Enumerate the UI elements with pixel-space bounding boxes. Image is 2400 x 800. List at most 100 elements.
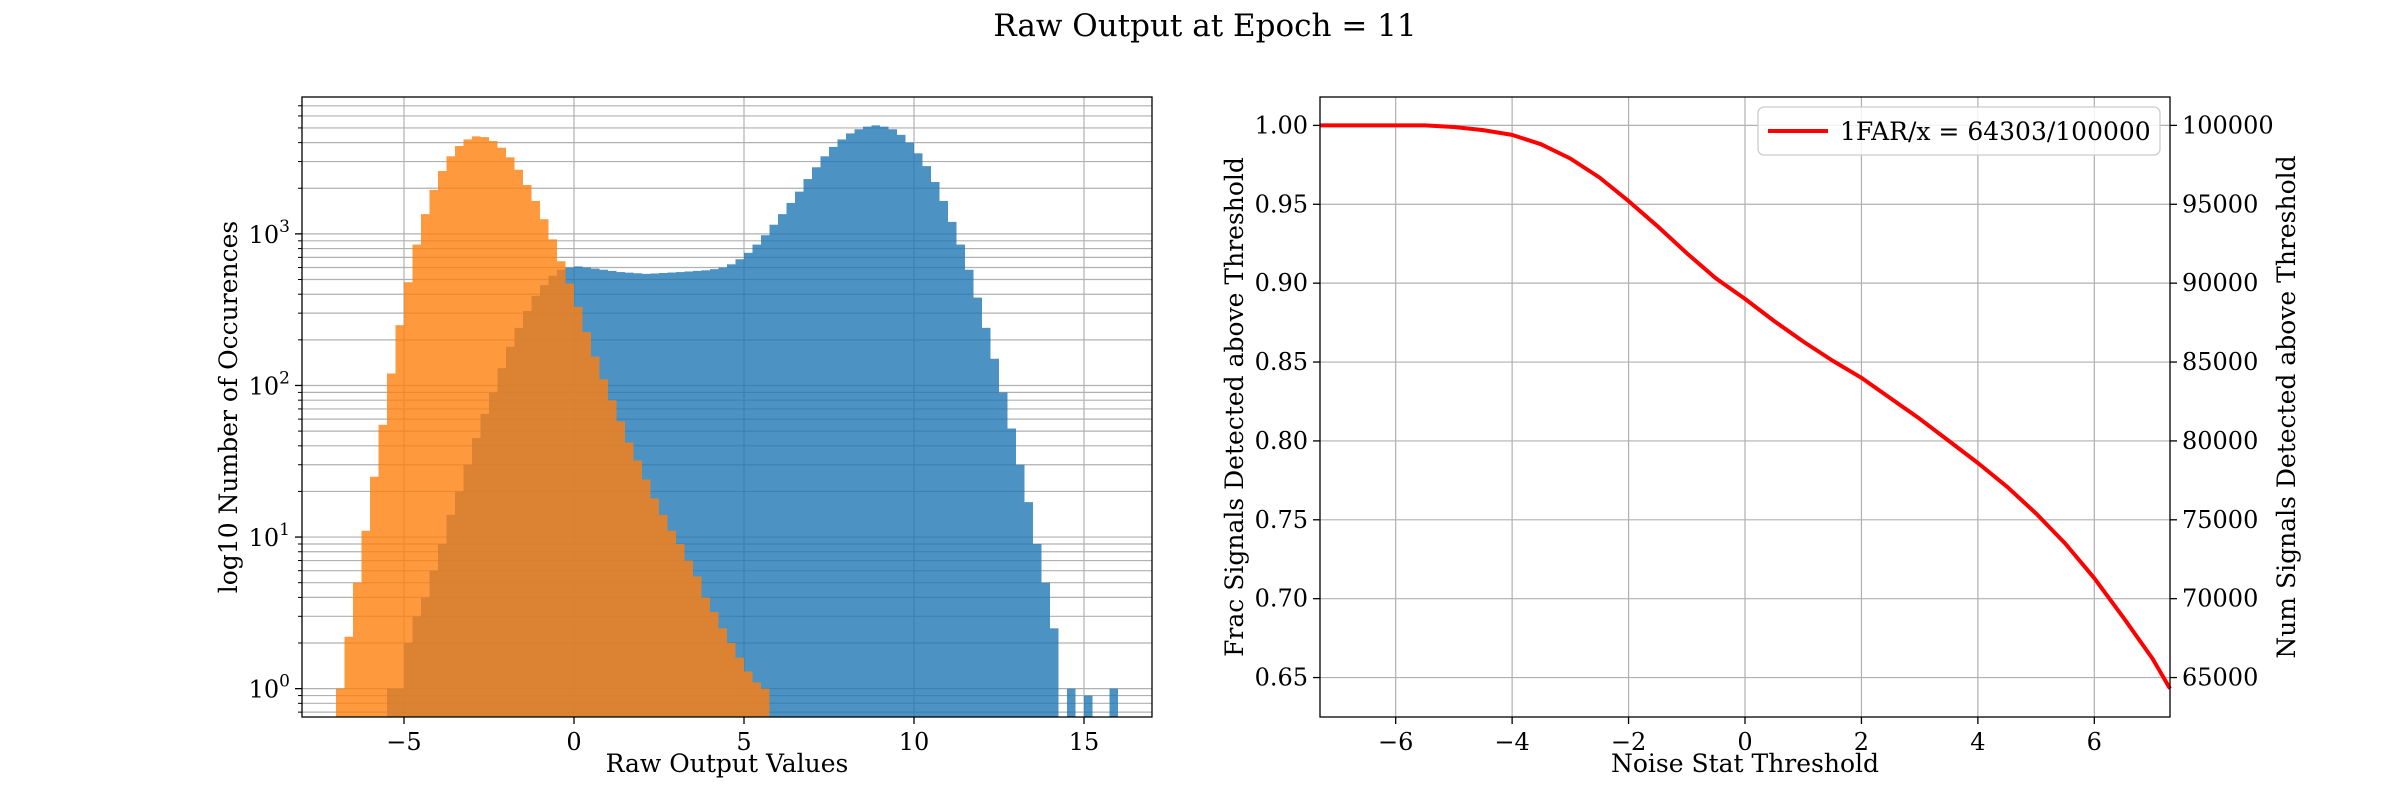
histogram-bar-signal [820,156,829,717]
histogram-bar-signal [761,235,770,718]
line-chart-y2-tick-label: 90000 [2182,269,2258,297]
histogram-bar-signal [973,297,982,717]
histogram-bar-noise [514,169,523,717]
histogram-bar-noise [523,185,532,718]
histogram-bar-noise [387,373,396,717]
histogram-bar-signal [897,134,906,718]
histogram-bar-noise [684,560,693,717]
histogram-bar-signal [1084,695,1093,717]
histogram-frame [301,96,1153,718]
histogram-y-axis-label: log10 Number of Occurences [214,221,243,594]
line-chart-y-tick-label: 0.90 [1255,269,1308,297]
histogram-bar-signal [1067,688,1076,717]
line-chart-y-tick-label: 0.95 [1255,190,1308,218]
histogram-bar-signal [812,167,821,717]
line-chart-x-tick-label: −6 [1378,728,1413,756]
line-chart-y2-tick-label: 70000 [2182,585,2258,613]
histogram-bar-signal [778,214,787,717]
histogram-bars [336,125,1118,718]
line-chart-x-tick-label: −4 [1494,728,1529,756]
histogram-x-tick-label: 10 [899,728,930,756]
line-chart-y-tick-label: 1.00 [1255,111,1308,139]
histogram-bar-signal [795,191,804,717]
histogram-bar-noise [404,282,413,717]
line-chart-y2-tick-label: 85000 [2182,348,2258,376]
line-chart-y-tick-label: 0.75 [1255,506,1308,534]
histogram-bar-noise [421,214,430,717]
histogram-bar-signal [939,200,948,717]
histogram-bar-noise [599,379,608,717]
histogram-bar-signal [888,129,897,718]
histogram-bar-signal [1024,502,1033,717]
line-chart-gridlines [1320,97,2170,717]
histogram-x-ticks: −5 0 5 10 15 [386,717,1099,756]
histogram-bar-noise [557,261,566,717]
figure-title: Raw Output at Epoch = 11 [993,8,1416,44]
histogram-bar-noise [438,170,447,717]
histogram-bar-noise [353,582,362,717]
histogram-bar-signal [701,270,710,717]
histogram-bar-noise [455,146,464,717]
histogram-bar-noise [710,612,719,717]
line-chart-x-tick-label: 2 [1854,728,1869,756]
histogram-bar-signal [684,271,693,717]
histogram-bar-signal [650,273,659,717]
histogram-bar-noise [506,157,515,718]
histogram-bar-signal [659,273,668,717]
histogram-bar-noise [548,239,557,717]
histogram-bar-signal [863,126,872,717]
histogram-bar-noise [480,137,489,717]
histogram-bar-noise [540,219,549,717]
histogram-bar-signal [871,125,880,717]
histogram-bar-signal [752,244,761,718]
histogram-bar-noise [650,498,659,717]
histogram-bar-signal [922,166,931,717]
legend-label: 1FAR/x = 64303/100000 [1840,117,2151,146]
histogram-y-tick-label: 103 [249,217,290,249]
line-chart-x-ticks: −6 −4 −2 0 2 4 6 [1378,717,2102,756]
histogram-bar-noise [472,136,481,718]
line-chart-panel: −6 −4 −2 0 2 4 6 0.65 0.70 0.75 0.80 0.85 0.90 0.95 1… [1220,96,2301,778]
histogram-bar-noise [370,476,379,717]
histogram-bar-signal [948,221,957,717]
histogram-bar-signal [718,267,727,717]
histogram-bar-signal [1041,582,1050,717]
histogram-y-tick-label: 101 [249,520,290,552]
histogram-bar-noise [344,636,353,717]
histogram-x-tick-label: 5 [736,728,751,756]
histogram-bar-signal [786,202,795,717]
line-chart-x-tick-label: −2 [1611,728,1646,756]
histogram-bar-noise [489,141,498,718]
histogram-bar-signal [710,269,719,717]
histogram-bar-signal [1109,688,1118,717]
histogram-x-axis-label: Raw Output Values [606,749,849,778]
legend-box [1757,106,2161,156]
detection-fraction-line [1320,123,2172,690]
line-chart-y-tick-label: 0.70 [1255,585,1308,613]
histogram-bar-noise [574,306,583,717]
histogram-bar-signal [956,244,965,718]
histogram-bar-signal [931,181,940,718]
histogram-bar-noise [718,628,727,717]
histogram-bar-noise [361,530,370,717]
histogram-bar-signal [999,392,1008,717]
line-chart-y-axis-label: Frac Signals Detected above Threshold [1220,157,1249,657]
histogram-bar-noise [336,688,345,717]
histogram-x-tick-label: 15 [1069,728,1100,756]
histogram-bar-noise [667,530,676,717]
line-chart-y2-tick-label: 100000 [2182,111,2274,139]
histogram-bar-noise [582,332,591,717]
histogram-bar-signal [905,142,914,718]
histogram-bar-signal [803,179,812,717]
histogram-x-tick-label: −5 [386,728,421,756]
histogram-bar-signal [769,224,778,717]
histogram-bar-noise [412,244,421,718]
histogram-bar-signal [667,272,676,717]
histogram-bar-signal [914,153,923,717]
histogram-bar-signal [965,269,974,717]
histogram-bar-noise [659,514,668,717]
histogram-bar-noise [735,657,744,717]
histogram-bar-noise [727,643,736,717]
line-chart-y2-tick-label: 80000 [2182,427,2258,455]
